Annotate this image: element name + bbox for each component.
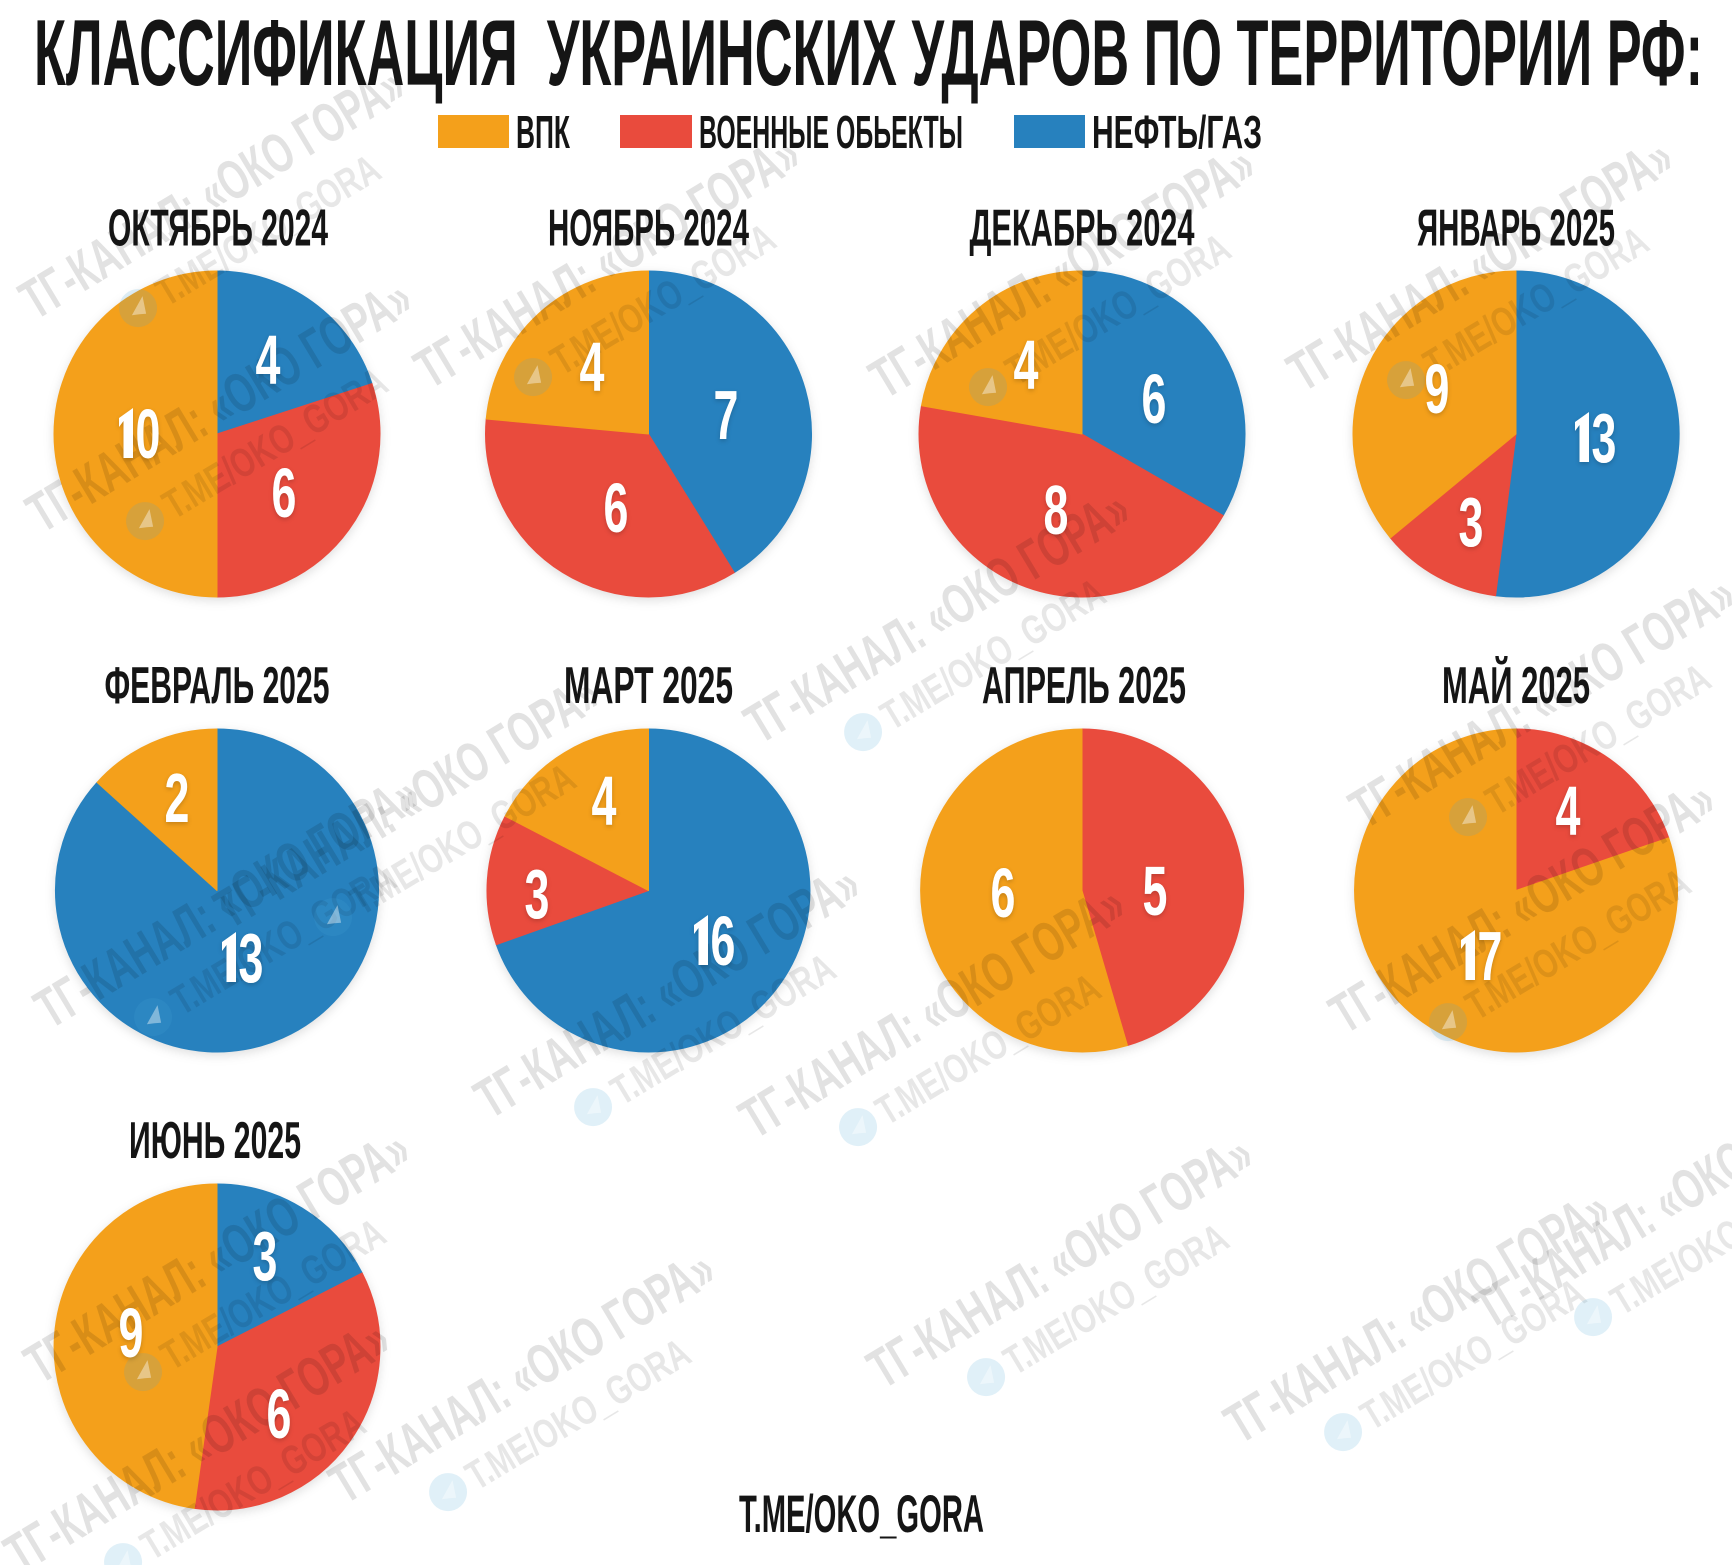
svg-text:6: 6 bbox=[711, 903, 736, 980]
svg-text:6: 6 bbox=[604, 470, 629, 547]
svg-text:МАРТ 2025: МАРТ 2025 bbox=[564, 656, 733, 714]
svg-text:3: 3 bbox=[253, 1218, 278, 1295]
svg-text:3: 3 bbox=[239, 920, 264, 997]
svg-text:3: 3 bbox=[1592, 400, 1617, 477]
svg-text:8: 8 bbox=[1044, 472, 1069, 549]
svg-text:ДЕКАБРЬ 2024: ДЕКАБРЬ 2024 bbox=[970, 199, 1195, 257]
svg-text:2: 2 bbox=[165, 760, 190, 837]
svg-text:7: 7 bbox=[1478, 918, 1503, 995]
svg-text:5: 5 bbox=[1143, 853, 1168, 930]
svg-text:9: 9 bbox=[1425, 351, 1450, 428]
svg-text:МАЙ 2025: МАЙ 2025 bbox=[1442, 656, 1590, 714]
svg-text:КЛАССИФИКАЦИЯ УКРАИНСКИХ УДАР: КЛАССИФИКАЦИЯ УКРАИНСКИХ УДАРОВ ПО ТЕРРИ… bbox=[34, 0, 1703, 105]
svg-text:4: 4 bbox=[580, 329, 605, 406]
svg-text:ВПК: ВПК bbox=[516, 106, 571, 158]
svg-text:ИЮНЬ 2025: ИЮНЬ 2025 bbox=[129, 1111, 301, 1169]
svg-text:7: 7 bbox=[714, 377, 739, 454]
svg-text:ЯНВАРЬ 2025: ЯНВАРЬ 2025 bbox=[1417, 199, 1615, 257]
svg-text:6: 6 bbox=[267, 1376, 292, 1453]
svg-text:НЕФТЬ/ГАЗ: НЕФТЬ/ГАЗ bbox=[1092, 106, 1262, 158]
svg-text:6: 6 bbox=[1142, 361, 1167, 438]
svg-text:3: 3 bbox=[525, 856, 550, 933]
svg-text:0: 0 bbox=[136, 396, 161, 473]
svg-text:НОЯБРЬ 2024: НОЯБРЬ 2024 bbox=[548, 199, 749, 257]
svg-text:ФЕВРАЛЬ 2025: ФЕВРАЛЬ 2025 bbox=[105, 656, 330, 714]
svg-text:9: 9 bbox=[119, 1295, 144, 1372]
svg-text:ОКТЯБРЬ 2024: ОКТЯБРЬ 2024 bbox=[108, 199, 328, 257]
svg-text:ВОЕННЫЕ ОБЬЕКТЫ: ВОЕННЫЕ ОБЬЕКТЫ bbox=[699, 106, 963, 158]
svg-text:6: 6 bbox=[272, 455, 297, 532]
svg-text:4: 4 bbox=[256, 322, 281, 399]
svg-text:4: 4 bbox=[1556, 773, 1581, 850]
svg-text:6: 6 bbox=[991, 855, 1016, 932]
svg-text:4: 4 bbox=[1014, 327, 1039, 404]
svg-text:3: 3 bbox=[1459, 484, 1484, 561]
svg-text:T.ME/OKO_GORA: T.ME/OKO_GORA bbox=[739, 1485, 984, 1544]
svg-text:АПРЕЛЬ 2025: АПРЕЛЬ 2025 bbox=[982, 656, 1186, 714]
svg-text:4: 4 bbox=[592, 763, 617, 840]
